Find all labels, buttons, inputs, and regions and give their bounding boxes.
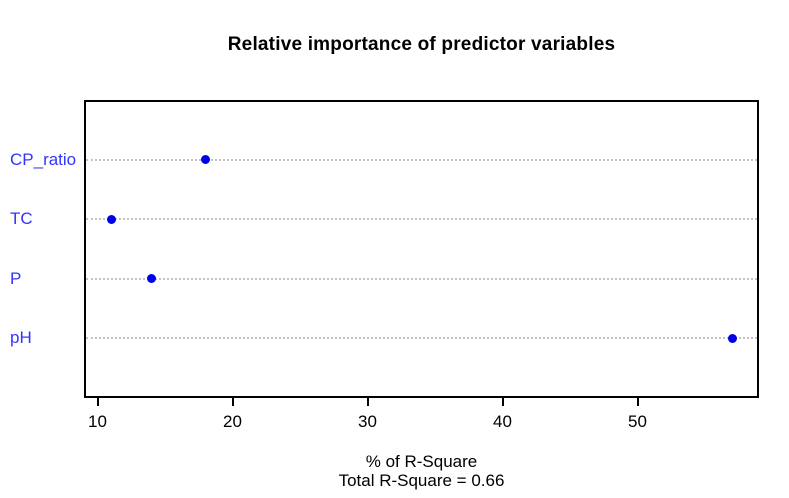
category-gridline	[86, 218, 757, 221]
category-gridline	[86, 337, 757, 340]
x-axis-tick-label: 30	[358, 412, 377, 431]
y-axis-label-pH: pH	[10, 328, 32, 348]
x-axis-tick	[501, 398, 504, 406]
x-axis-tick	[231, 398, 234, 406]
x-axis-tick-label: 50	[628, 412, 647, 431]
data-point-pH	[727, 333, 737, 343]
x-axis-tick	[366, 398, 369, 406]
x-axis-tick	[636, 398, 639, 406]
x-axis-tick-label: 40	[493, 412, 512, 431]
x-axis-tick-label: 20	[223, 412, 242, 431]
category-gridline	[86, 158, 757, 161]
y-axis-label-CP_ratio: CP_ratio	[10, 149, 77, 169]
data-point-P	[147, 274, 156, 284]
x-axis-tick-label: 10	[88, 412, 107, 431]
category-gridline	[86, 277, 757, 280]
x-axis-tick	[96, 398, 99, 406]
x-axis-title: % of R-Square Total R-Square = 0.66	[84, 452, 759, 490]
data-point-TC	[106, 214, 116, 224]
chart-title: Relative importance of predictor variabl…	[227, 34, 616, 55]
total-rsquare-annotation: Total R-Square = 0.66	[338, 471, 505, 490]
y-axis-label-P: P	[10, 268, 22, 288]
data-point-CP_ratio	[201, 155, 210, 165]
y-axis-label-TC: TC	[10, 209, 33, 229]
plot-area	[84, 100, 759, 398]
x-axis-label: % of R-Square	[365, 452, 478, 471]
